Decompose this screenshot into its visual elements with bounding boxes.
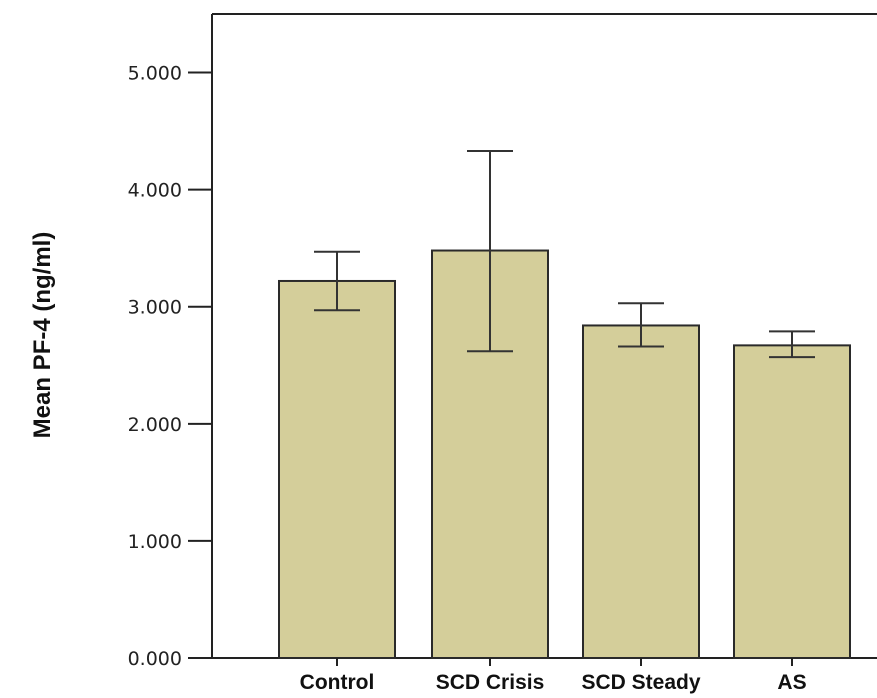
y-axis-title: Mean PF-4 (ng/ml) [29,232,56,439]
x-tick-label: AS [777,671,806,694]
x-tick-label: SCD Steady [581,671,700,694]
y-tick-label: 3.000 [128,297,182,319]
y-tick-label: 1.000 [128,531,182,553]
y-tick-label: 5.000 [128,63,182,85]
y-tick-label: 4.000 [128,180,182,202]
bar-scd-steady [582,324,700,659]
plot-area: 0.000 1.000 2.000 3.000 4.000 5.000 Control SCD… [128,13,877,694]
y-tick-label: 0.000 [128,648,182,670]
x-tick-label: SCD Crisis [436,671,545,694]
bar-control [278,279,396,659]
y-tick-label: 2.000 [128,414,182,436]
bar-as [733,344,851,659]
x-tick-label: Control [300,671,375,694]
